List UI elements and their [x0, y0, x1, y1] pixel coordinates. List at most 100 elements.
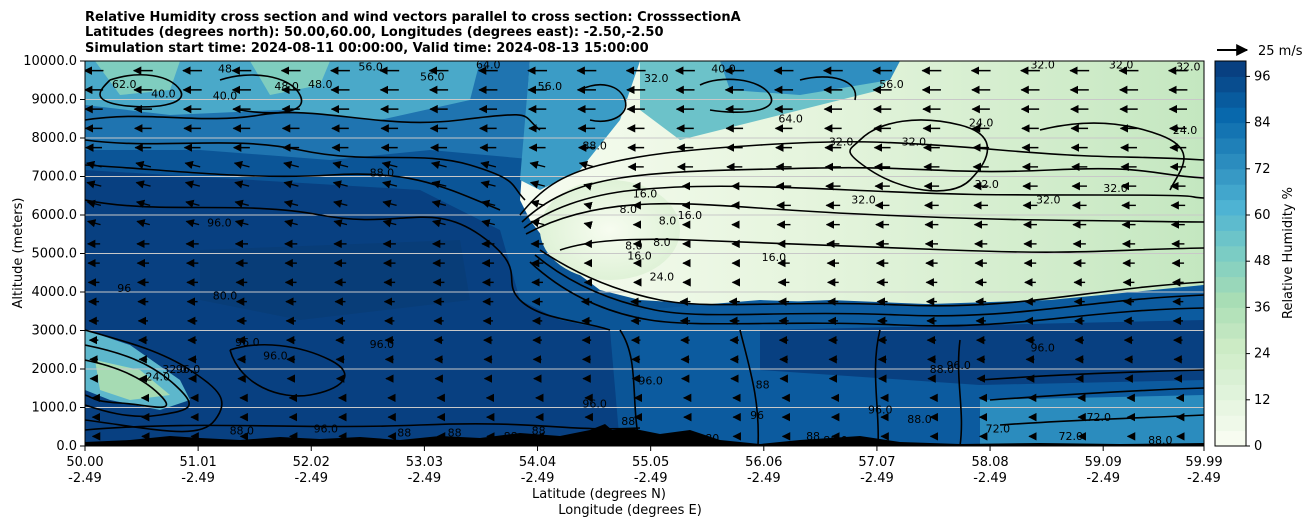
- wind-vector: [234, 180, 250, 189]
- contour-label: 96: [117, 282, 131, 295]
- contour-label: 88.0: [582, 140, 607, 153]
- wind-vector: [87, 219, 101, 228]
- colorbar-tick-label: 36: [1254, 300, 1271, 315]
- x-tick-label-lat: 50.00: [66, 455, 103, 470]
- y-tick-label: 5000.0: [32, 247, 78, 262]
- contour-label: 88.0: [230, 424, 255, 437]
- contour-label: 96.0: [176, 363, 201, 376]
- colorbar-band: [1215, 415, 1246, 432]
- colorbar-band: [1215, 215, 1246, 231]
- wind-vector: [578, 160, 595, 170]
- x-tick-label-lon: -2.49: [1086, 471, 1120, 486]
- x-tick-label-lat: 51.01: [180, 455, 217, 470]
- colorbar-band: [1215, 322, 1246, 339]
- contour-label: 32.0: [1103, 182, 1128, 195]
- contour-label: 48.0: [308, 78, 333, 91]
- colorbar-band: [1215, 399, 1246, 416]
- contour-label: 40.0: [213, 90, 238, 103]
- contour-label: 88: [448, 426, 462, 439]
- contour-label: 96.0: [263, 349, 288, 362]
- colorbar-tick-label: 24: [1254, 347, 1271, 362]
- contour-label: 32.0: [902, 136, 927, 149]
- colorbar-band: [1215, 122, 1246, 139]
- quiver-key-label: 25 m/s: [1258, 44, 1303, 59]
- wind-vector: [382, 180, 398, 189]
- contour-label: 24.0: [146, 371, 171, 384]
- wind-vector: [431, 199, 447, 208]
- wind-vector: [529, 160, 546, 170]
- wind-vector: [283, 160, 299, 170]
- title-line-2: Latitudes (degrees north): 50.00,60.00, …: [85, 25, 664, 40]
- x-tick-label-lon: -2.49: [294, 471, 328, 486]
- field-upper-left-patches: [95, 61, 330, 95]
- contour-label: 88.0: [1148, 434, 1173, 447]
- y-tick-label: 2000.0: [32, 362, 78, 377]
- wind-vector: [234, 219, 249, 228]
- wind-vector: [85, 160, 102, 170]
- wind-vector: [381, 160, 398, 170]
- contour-label: 72.0: [986, 423, 1011, 436]
- x-tick-label-lat: 56.06: [745, 455, 782, 470]
- colorbar-band: [1215, 230, 1246, 247]
- contour-label: 40.0: [151, 88, 176, 101]
- contour-label: 48: [218, 63, 232, 76]
- x-tick-label-lon: -2.49: [860, 471, 894, 486]
- contour-label: 96.0: [235, 336, 260, 349]
- wind-vector: [583, 182, 593, 191]
- wind-vector: [530, 199, 545, 208]
- wind-vector: [86, 180, 102, 189]
- contour-label: 32.0: [644, 72, 669, 85]
- wind-vector: [431, 219, 446, 228]
- colorbar-tick-label: 48: [1254, 254, 1271, 269]
- wind-vector: [332, 160, 349, 170]
- colorbar-band: [1215, 353, 1246, 370]
- wind-vector: [283, 180, 299, 189]
- x-axis-label-longitude: Longitude (degrees E): [558, 503, 702, 518]
- contour-label: 32.0: [974, 178, 999, 191]
- wind-vector: [233, 160, 250, 170]
- colorbar-band: [1215, 168, 1246, 185]
- contour-label: 88.0: [907, 413, 932, 426]
- wind-vector: [480, 199, 496, 208]
- contour-label: 88: [532, 424, 546, 437]
- colorbar-tick-label: 0: [1254, 439, 1262, 454]
- contour-label: 8.0: [659, 215, 677, 228]
- x-tick-label-lat: 54.04: [519, 455, 556, 470]
- x-tick-label-lon: -2.49: [521, 471, 555, 486]
- contour-label: 32.0: [162, 363, 187, 376]
- contour-label: 96.0: [638, 374, 663, 387]
- wind-vector: [284, 219, 298, 228]
- wind-vector: [333, 199, 348, 208]
- x-tick-label-lat: 52.02: [293, 455, 330, 470]
- contour-label: 8.0: [653, 236, 671, 249]
- x-tick-label-lon: -2.49: [1187, 471, 1221, 486]
- contour-label: 64.0: [778, 113, 803, 126]
- y-tick-label: 0.0: [56, 439, 77, 454]
- contour-label: 32.0: [851, 193, 876, 206]
- y-tick-label: 7000.0: [32, 170, 78, 185]
- colorbar-band: [1215, 61, 1246, 77]
- contour-label: 40.0: [711, 63, 736, 76]
- colorbar-tick-label: 72: [1254, 162, 1271, 177]
- y-axis-label: Altitude (meters): [11, 198, 26, 309]
- wind-vector: [234, 199, 249, 208]
- colorbar-band: [1215, 91, 1246, 108]
- contour-label: 96.0: [868, 403, 893, 416]
- colorbar-band: [1215, 276, 1246, 293]
- contour-label: 96.0: [207, 217, 232, 230]
- wind-vector: [283, 199, 299, 208]
- wind-vector: [135, 199, 151, 208]
- x-tick-label-lon: -2.49: [747, 471, 781, 486]
- quiver-key: 25 m/s: [1217, 44, 1303, 59]
- wind-vector: [136, 219, 150, 228]
- contour-label: 32.0: [1109, 59, 1134, 72]
- colorbar-band: [1215, 245, 1246, 262]
- contour-label: 88: [806, 430, 820, 443]
- colorbar-band: [1215, 430, 1246, 447]
- wind-vector: [382, 219, 397, 228]
- wind-vector: [430, 160, 447, 170]
- wind-vector: [382, 199, 397, 208]
- colorbar-band: [1215, 184, 1246, 201]
- contour-label: 32.0: [1176, 61, 1201, 74]
